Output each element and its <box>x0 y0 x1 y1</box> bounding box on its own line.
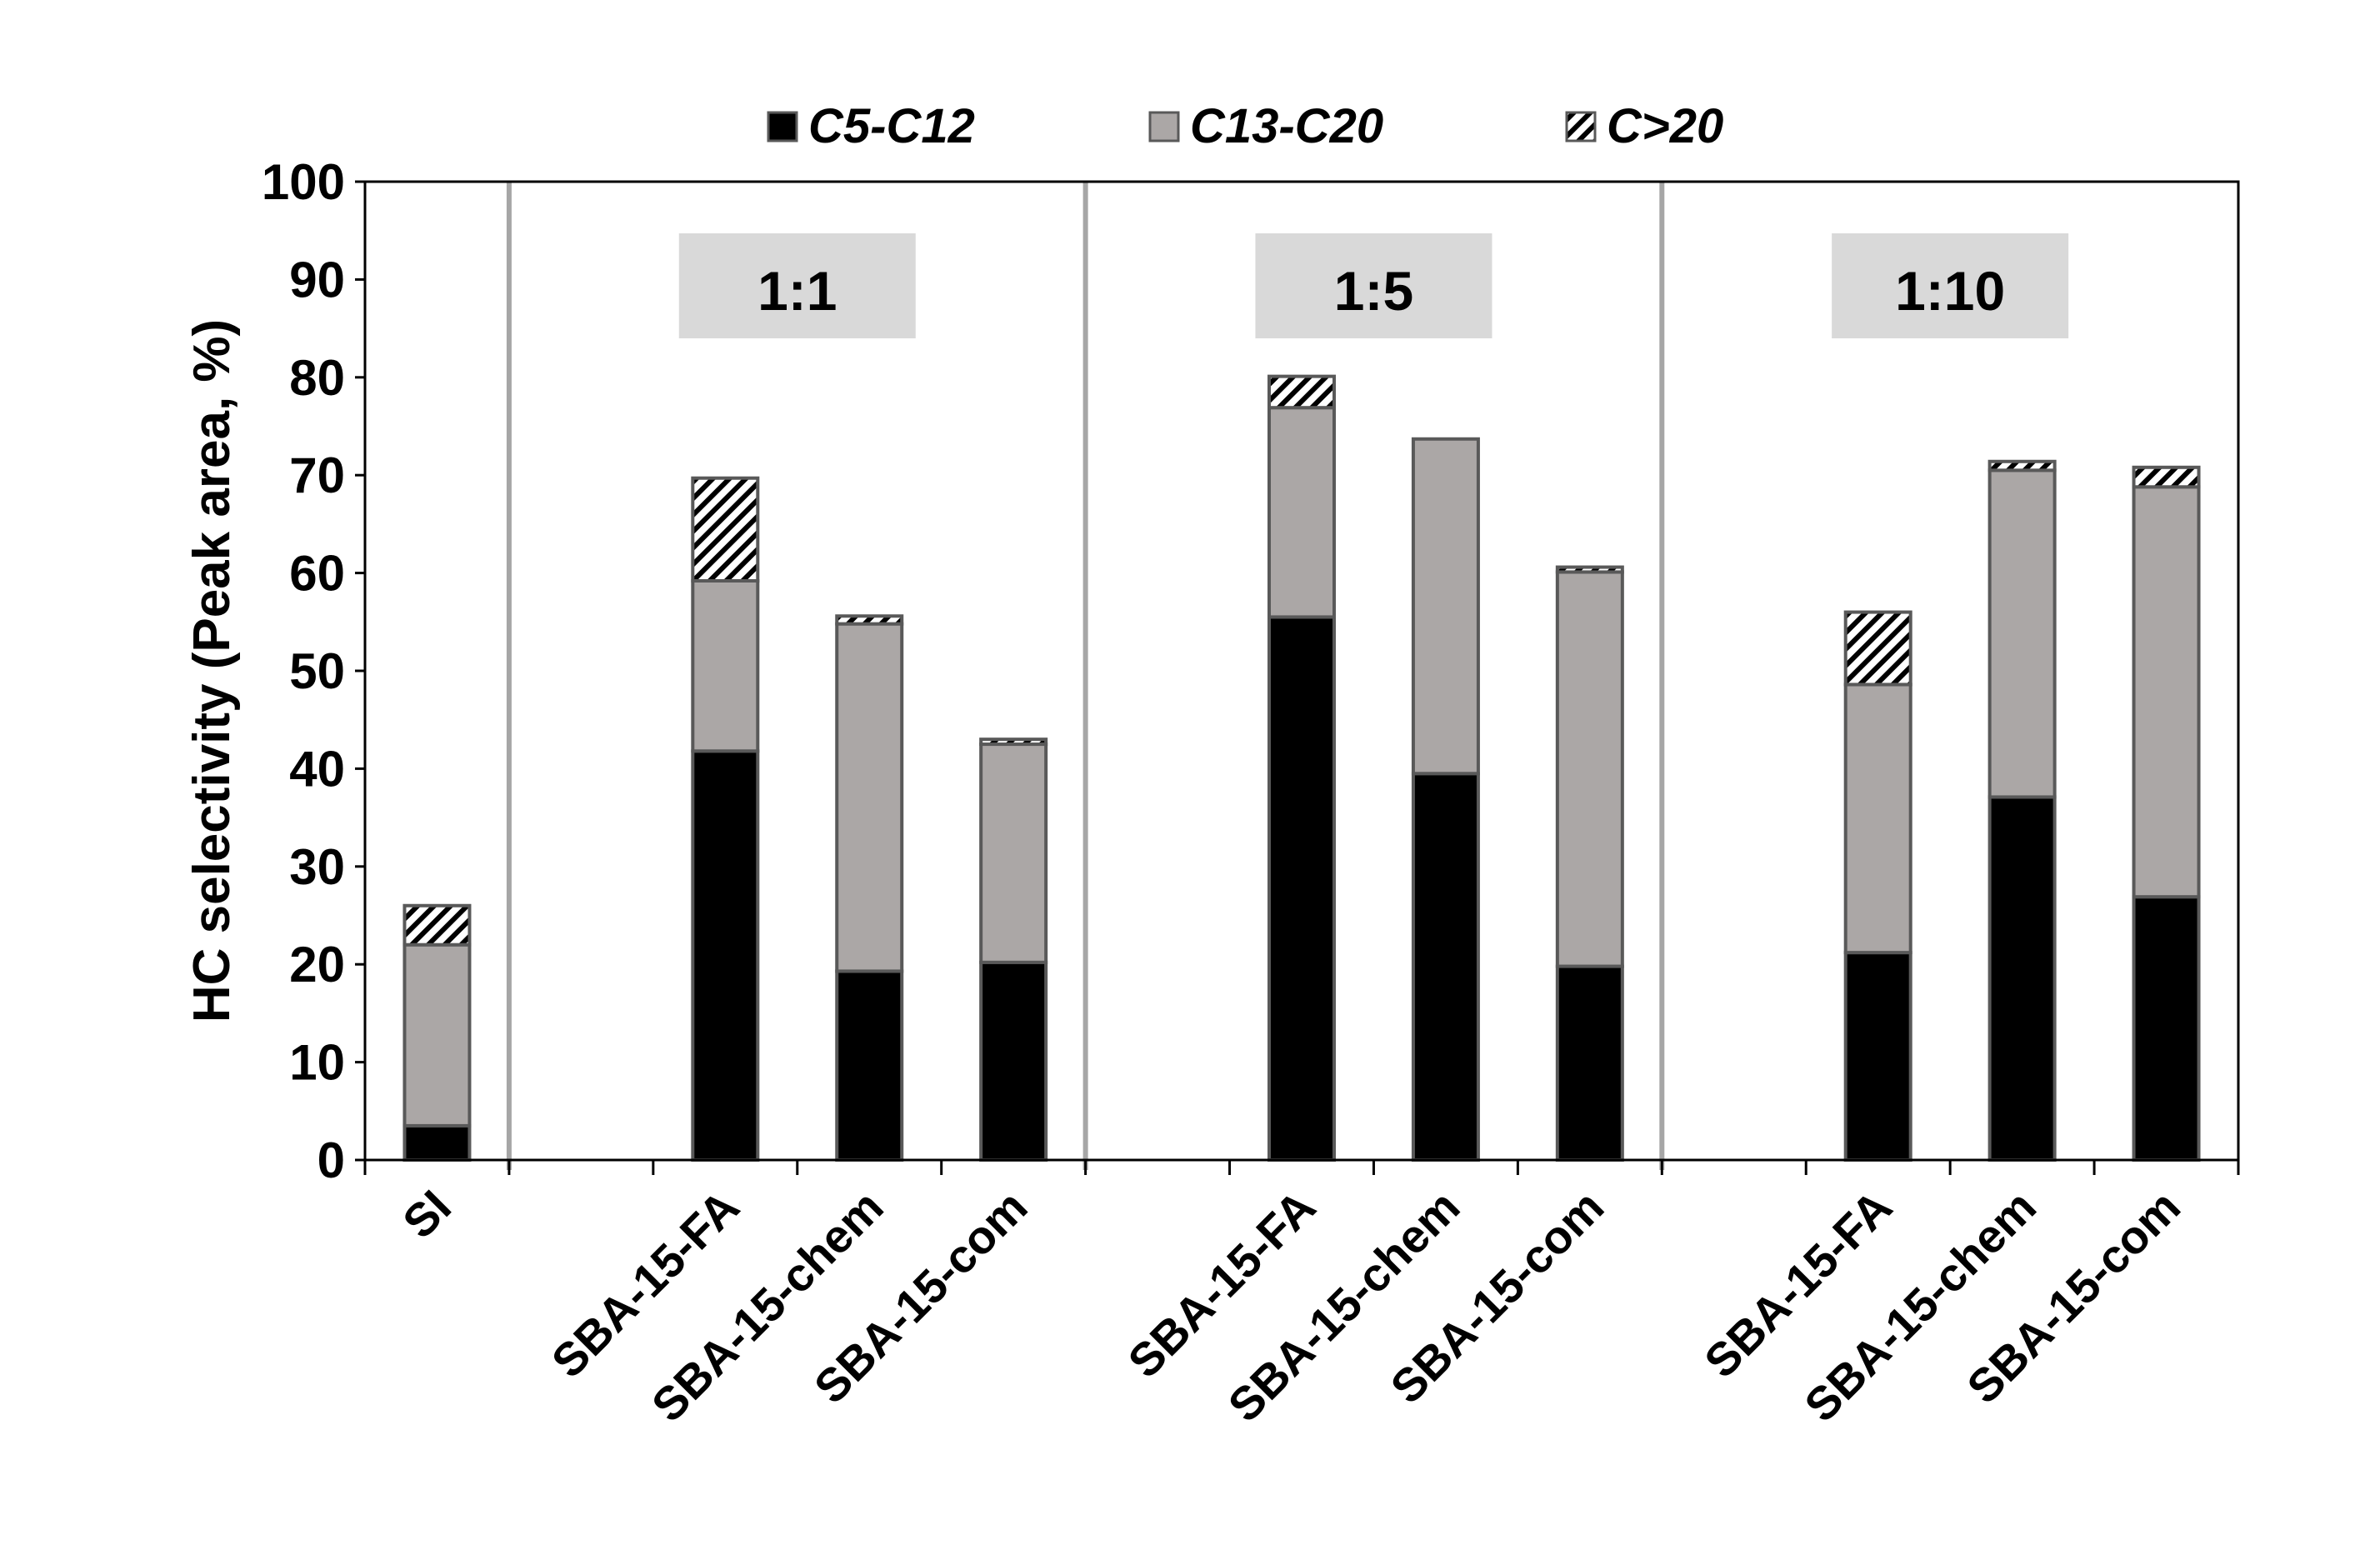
bar-segment-c-20 <box>1988 459 2057 472</box>
y-tick-label: 90 <box>289 252 345 308</box>
legend-swatch <box>1148 111 1180 142</box>
y-tick-label: 70 <box>289 448 345 503</box>
legend: C5-C12 C13-C20 C>20 <box>767 99 1723 153</box>
legend-swatch <box>767 111 798 142</box>
y-tick-label: 0 <box>318 1132 345 1188</box>
bar-segment-c5-c12 <box>1555 964 1624 1162</box>
y-tick-label: 60 <box>289 546 345 602</box>
bar-segment-c5-c12 <box>1268 615 1336 1162</box>
group-label: 1:1 <box>758 260 837 322</box>
legend-label: C5-C12 <box>808 99 975 153</box>
y-axis-title: HC selectivity (Peak area, %) <box>183 319 241 1022</box>
group-label-box <box>678 233 916 338</box>
bar-segment-c5-c12 <box>1411 772 1480 1162</box>
bar-segment-c13-c20 <box>1411 437 1480 776</box>
bar-segment-c5-c12 <box>835 969 904 1162</box>
bar-segment-c13-c20 <box>1268 406 1336 619</box>
bar-segment-c13-c20 <box>1988 468 2057 799</box>
y-tick-label: 30 <box>289 839 345 895</box>
axes <box>355 180 2240 1175</box>
bar-segment-c13-c20 <box>979 742 1048 964</box>
bar-segment-c13-c20 <box>835 622 904 973</box>
bar-segment-c5-c12 <box>402 1123 472 1162</box>
bar-segment-c13-c20 <box>402 942 472 1128</box>
bar-segment-c13-c20 <box>1843 682 1912 955</box>
y-tick-label: 100 <box>262 154 345 210</box>
bar-segment-c5-c12 <box>979 960 1048 1162</box>
bar-segment-c-20 <box>835 614 904 626</box>
y-tick-label: 80 <box>289 350 345 406</box>
bar-segment-c5-c12 <box>1843 951 1912 1162</box>
y-tick-label: 40 <box>289 741 345 797</box>
legend-label: C13-C20 <box>1190 99 1383 153</box>
bar-segment-c5-c12 <box>691 749 760 1162</box>
x-category-label: SI <box>392 1180 461 1248</box>
y-tick-label: 10 <box>289 1035 345 1091</box>
bar-segment-c13-c20 <box>2132 485 2201 899</box>
bar-segment-c13-c20 <box>691 578 760 753</box>
bar-segment-c5-c12 <box>2132 895 2201 1162</box>
bar-segment-c-20 <box>1843 610 1912 687</box>
group-label-box <box>1832 233 2069 338</box>
y-tick-label: 20 <box>289 937 345 992</box>
group-label: 1:5 <box>1334 260 1413 322</box>
y-tick-label: 50 <box>289 643 345 699</box>
bar-segment-c-20 <box>1268 374 1336 410</box>
legend-swatch <box>1565 111 1597 142</box>
group-label-boxes: 1:1 1:5 1:10 <box>678 233 2069 338</box>
bar-segment-c5-c12 <box>1988 795 2057 1162</box>
bar-segment-c13-c20 <box>1555 570 1624 968</box>
legend-label: C>20 <box>1607 99 1723 153</box>
group-separators <box>506 182 1665 1170</box>
bar-segment-c-20 <box>402 903 472 947</box>
group-label: 1:10 <box>1895 260 2005 322</box>
bar-segment-c-20 <box>979 738 1048 747</box>
bar-segment-c-20 <box>691 476 760 582</box>
bars <box>402 374 2201 1162</box>
bar-segment-c-20 <box>2132 465 2201 489</box>
bar-segment-c-20 <box>1555 565 1624 574</box>
group-label-box <box>1255 233 1492 338</box>
